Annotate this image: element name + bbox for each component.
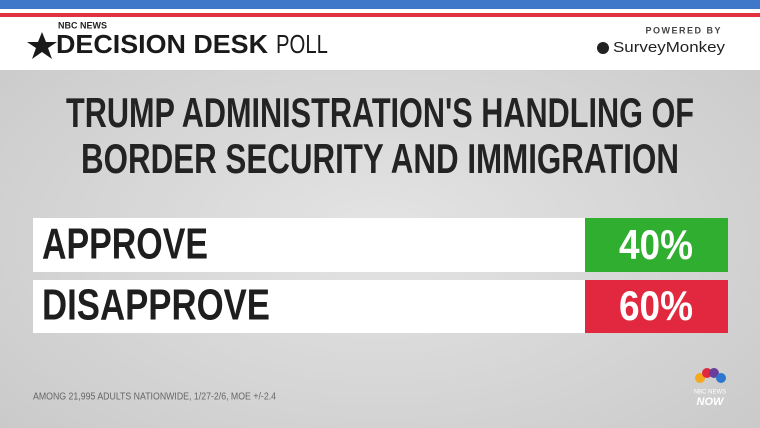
brand-label: DECISION DESK xyxy=(56,29,268,59)
top-stripe-blue xyxy=(0,0,760,9)
peacock-feather xyxy=(709,368,719,378)
row-value-box xyxy=(585,280,728,333)
top-stripe-white xyxy=(0,9,760,13)
row-value-box xyxy=(585,218,728,272)
footnote: AMONG 21,995 ADULTS NATIONWIDE, 1/27-2/6… xyxy=(33,392,276,403)
peacock-feather xyxy=(695,373,705,383)
title-line: BORDER SECURITY AND IMMIGRATION xyxy=(81,135,679,182)
sponsor-label: SurveyMonkey xyxy=(613,39,726,56)
row-value: 60% xyxy=(619,282,693,329)
peacock-feather xyxy=(702,368,712,378)
corner-logo: NBC NEWS NOW xyxy=(694,368,726,408)
product-label: POLL xyxy=(276,29,328,59)
top-stripe-red xyxy=(0,13,760,17)
star-icon xyxy=(27,32,57,59)
row-label-box xyxy=(33,280,585,333)
network-label: NBC NEWS xyxy=(58,20,107,30)
peacock-feather xyxy=(716,373,726,383)
row-label-box xyxy=(33,218,585,272)
sponsor-icon xyxy=(597,42,609,54)
row-value: 40% xyxy=(619,221,693,268)
header-bar xyxy=(0,17,760,70)
title-line: TRUMP ADMINISTRATION'S HANDLING OF xyxy=(66,89,694,136)
row-label: DISAPPROVE xyxy=(42,281,270,330)
corner-logo-bottom: NOW xyxy=(697,396,726,408)
corner-logo-top: NBC NEWS xyxy=(694,390,726,396)
powered-by: POWERED BY xyxy=(645,25,722,35)
row-label: APPROVE xyxy=(42,220,208,269)
